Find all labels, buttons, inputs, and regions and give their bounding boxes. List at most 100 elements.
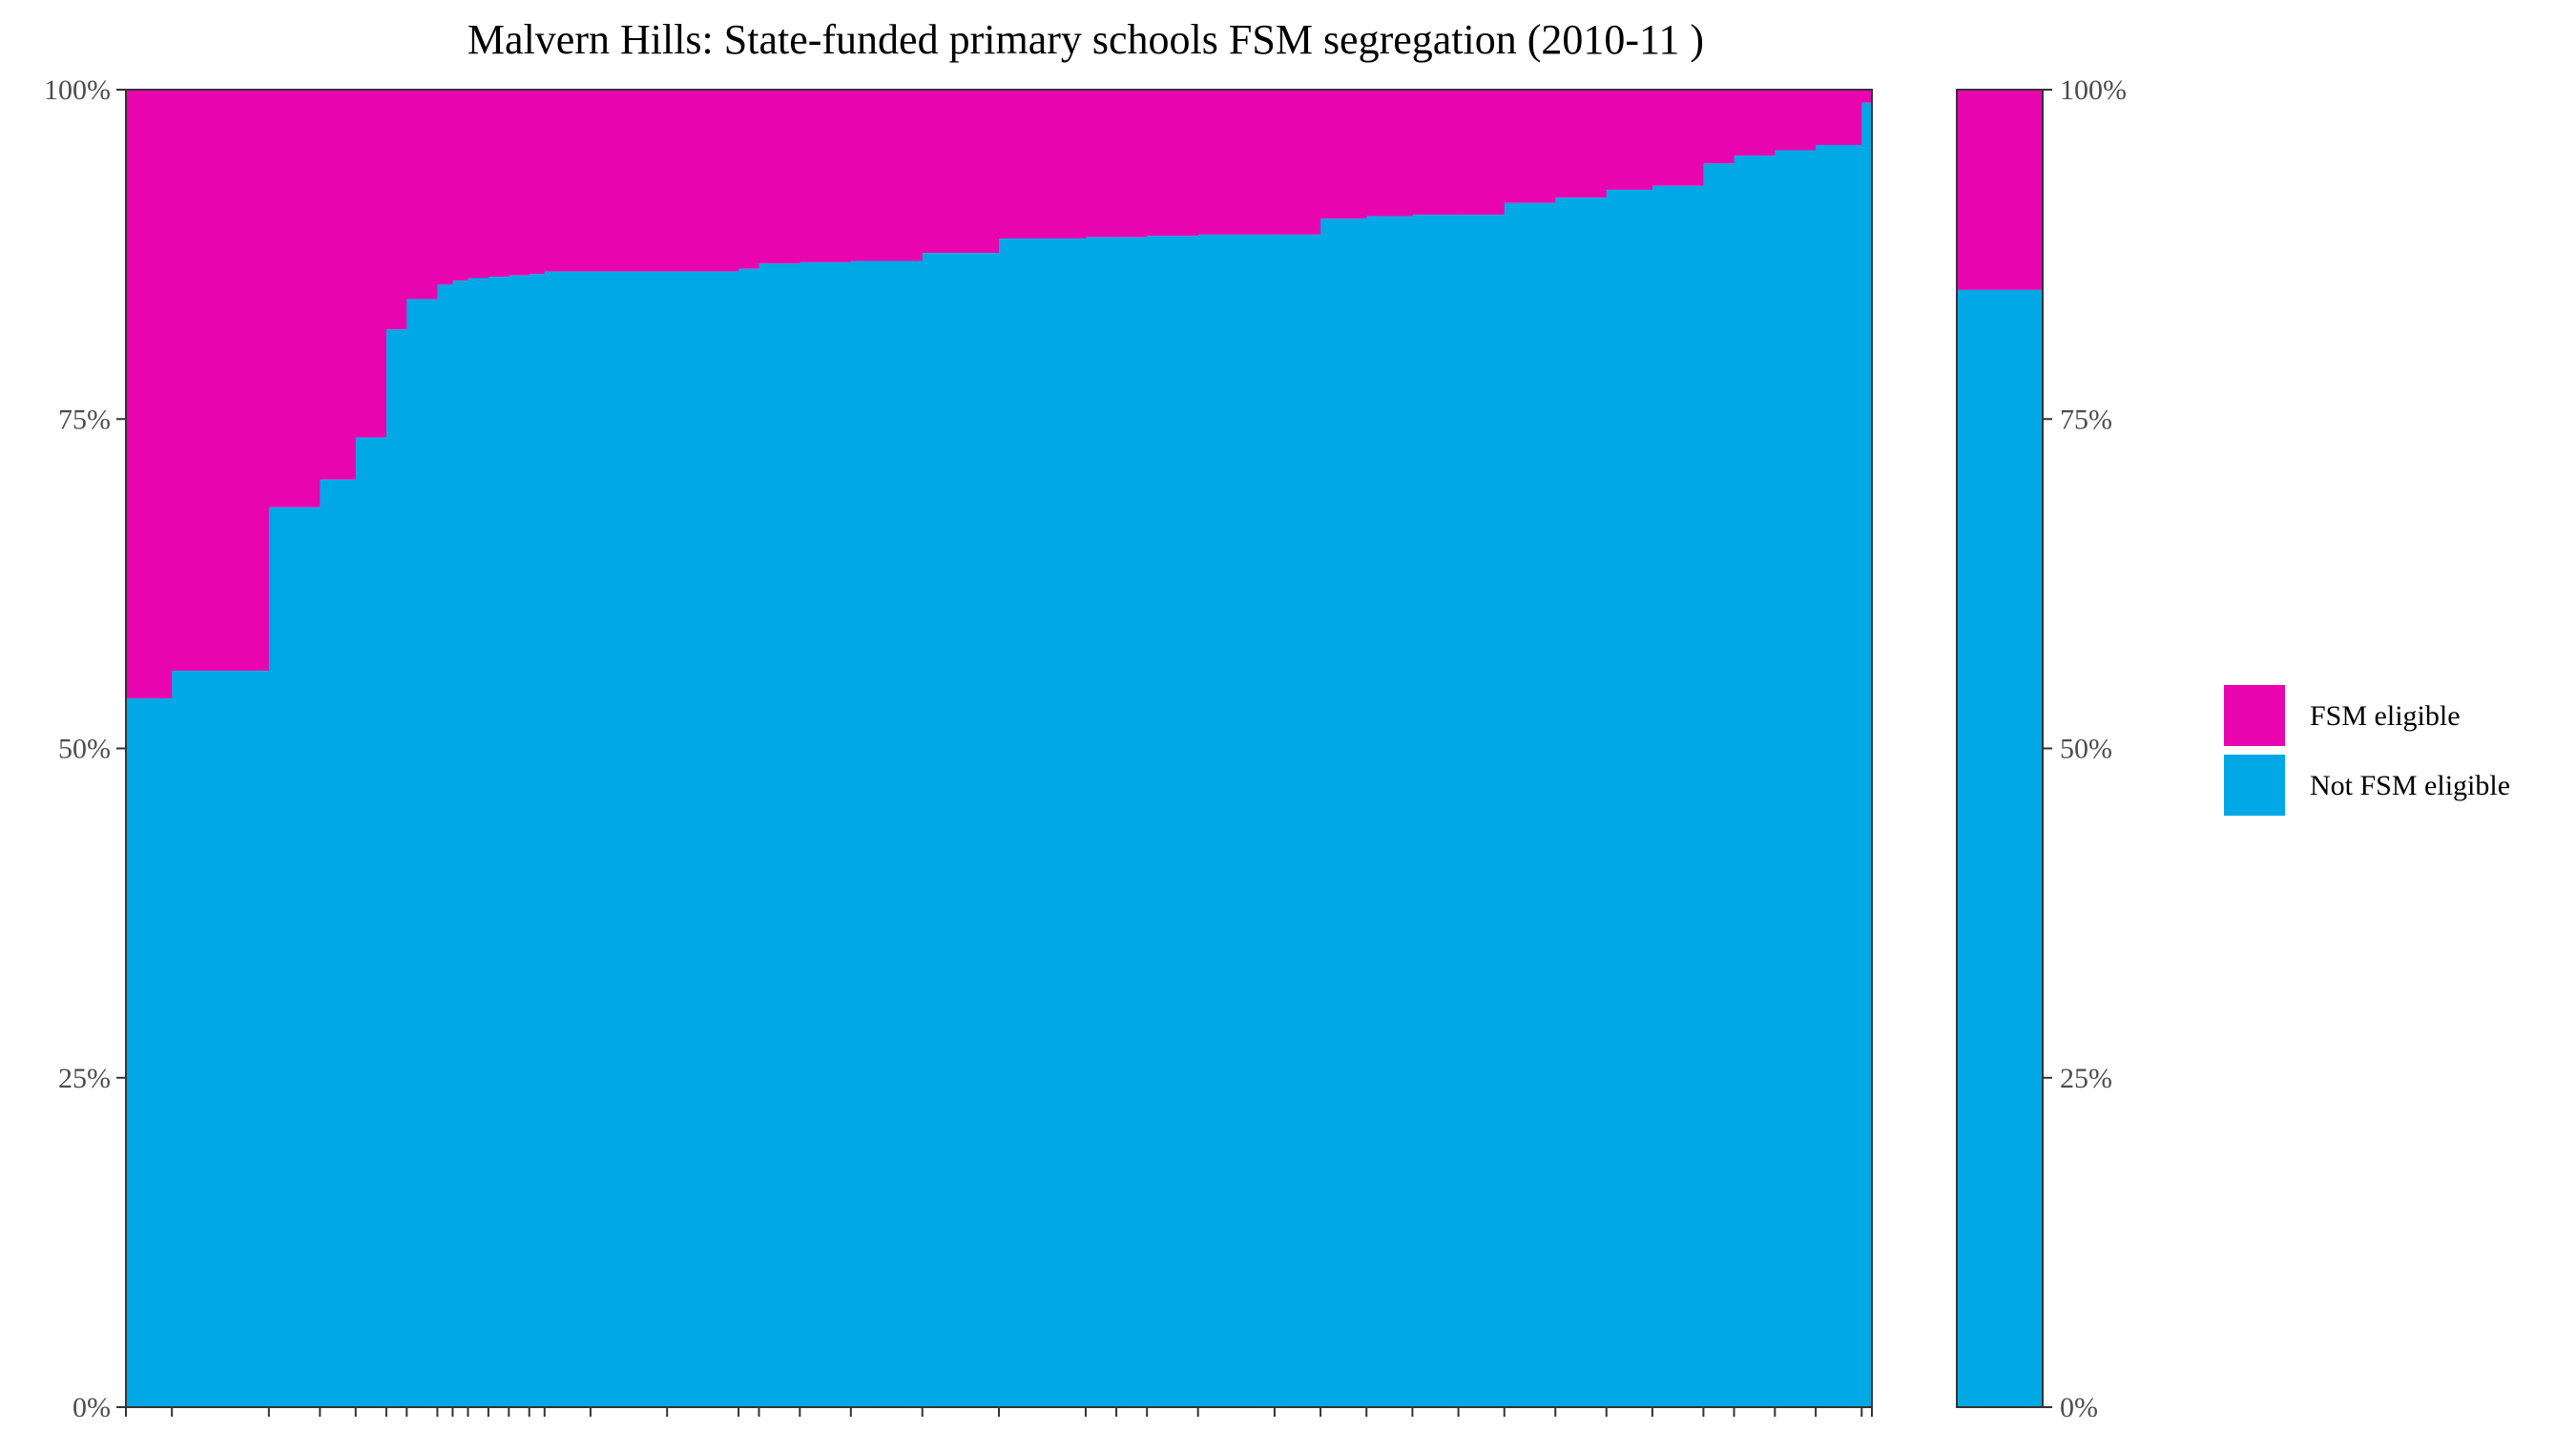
axes: 0% 0% 25% 25% 50% 50% 75% 75% 100% 100% [44,74,2127,1423]
y-tick-label-left: 0% [73,1392,111,1423]
legend-key [2224,685,2285,746]
fsm-eligible-bar [385,90,407,330]
fsm-eligible-bar [1606,90,1653,190]
legend: FSM eligible Not FSM eligible [2224,685,2510,816]
not-fsm-eligible-bar [529,274,546,1408]
overall-fsm-eligible-bar [1957,90,2043,290]
y-tick-label-right: 0% [2060,1392,2098,1423]
fsm-eligible-bar [1703,90,1735,164]
fsm-eligible-bar [1412,90,1460,216]
not-fsm-eligible-bar [1816,145,1862,1408]
fsm-eligible-bar [922,90,1000,254]
y-tick-label-right: 25% [2060,1063,2112,1094]
fsm-eligible-bar [355,90,387,438]
not-fsm-eligible-bar [850,260,924,1407]
fsm-eligible-bar [850,90,924,261]
not-fsm-eligible-bar [544,271,592,1407]
fsm-eligible-bar [1652,90,1705,186]
fsm-eligible-bar [1197,90,1276,235]
fsm-eligible-bar [452,90,469,281]
not-fsm-eligible-bar [355,437,387,1408]
not-fsm-eligible-bar [1197,234,1276,1407]
not-fsm-eligible-bar [467,278,489,1407]
not-fsm-eligible-bar [1412,215,1460,1407]
y-tick-label-left: 25% [58,1063,111,1094]
school-bars [126,90,1873,1408]
not-fsm-eligible-bar [922,253,1000,1407]
not-fsm-eligible-bar [590,271,668,1407]
not-fsm-eligible-bar [1861,102,1873,1407]
fsm-eligible-bar [529,90,546,275]
not-fsm-eligible-bar [1555,197,1608,1408]
fsm-eligible-bar [126,90,173,699]
not-fsm-eligible-bar [437,284,454,1408]
not-fsm-eligible-bar [452,280,469,1407]
fsm-eligible-bar [1861,90,1873,103]
fsm-eligible-bar [1320,90,1367,219]
not-fsm-eligible-bar [1652,185,1705,1408]
not-fsm-eligible-bar [1703,163,1735,1408]
y-tick-label-right: 100% [2060,74,2127,106]
fsm-eligible-bar [667,90,739,272]
legend-key [2224,755,2285,816]
not-fsm-eligible-bar [172,671,270,1407]
not-fsm-eligible-bar [1147,236,1199,1407]
not-fsm-eligible-bar [1320,218,1367,1407]
overall-not-fsm-eligible-bar [1957,289,2043,1407]
overall-bar [1957,90,2043,1407]
not-fsm-eligible-bar [1458,215,1506,1407]
fsm-eligible-bar [1366,90,1414,217]
not-fsm-eligible-bar [1274,234,1321,1407]
y-tick-label-left: 75% [58,404,111,435]
not-fsm-eligible-bar [1085,237,1117,1407]
not-fsm-eligible-bar [1116,237,1148,1407]
fsm-eligible-bar [1147,90,1199,237]
fsm-eligible-bar [172,90,270,672]
y-tick-label-right: 75% [2060,404,2112,435]
not-fsm-eligible-bar [488,277,509,1407]
y-tick-label-right: 50% [2060,734,2112,765]
not-fsm-eligible-bar [126,698,173,1407]
not-fsm-eligible-bar [320,479,357,1407]
fsm-eligible-bar [1458,90,1506,216]
not-fsm-eligible-bar [1734,156,1776,1407]
not-fsm-eligible-bar [1606,189,1653,1407]
not-fsm-eligible-bar [738,268,760,1407]
fsm-eligible-bar [406,90,439,300]
y-tick-label-left: 100% [44,74,111,106]
not-fsm-eligible-bar [800,261,852,1407]
not-fsm-eligible-bar [385,329,407,1407]
fsm-eligible-bar [544,90,592,272]
fsm-eligible-bar [467,90,489,279]
chart-title: Malvern Hills: State-funded primary scho… [467,16,1704,63]
legend-label: Not FSM eligible [2310,770,2510,801]
fsm-eligible-bar [1504,90,1556,203]
fsm-eligible-bar [800,90,852,262]
not-fsm-eligible-bar [758,263,800,1407]
fsm-eligible-bar [1775,90,1817,151]
fsm-eligible-bar [1085,90,1117,238]
not-fsm-eligible-bar [509,275,530,1408]
fsm-eligible-bar [590,90,668,272]
fsm-eligible-bar [758,90,800,264]
not-fsm-eligible-bar [999,238,1087,1408]
legend-label: FSM eligible [2310,700,2461,732]
fsm-eligible-bar [999,90,1087,239]
fsm-eligible-bar [1555,90,1608,198]
fsm-eligible-bar [437,90,454,285]
fsm-eligible-bar [1734,90,1776,156]
not-fsm-eligible-bar [1504,202,1556,1408]
not-fsm-eligible-bar [1366,216,1414,1407]
not-fsm-eligible-bar [1775,150,1817,1407]
not-fsm-eligible-bar [268,507,321,1407]
fsm-eligible-bar [509,90,530,276]
fsm-eligible-bar [488,90,509,278]
not-fsm-eligible-bar [667,271,739,1407]
fsm-eligible-bar [268,90,321,508]
y-tick-label-left: 50% [58,734,111,765]
fsm-eligible-bar [1274,90,1321,235]
not-fsm-eligible-bar [406,299,439,1408]
fsm-eligible-bar [320,90,357,480]
fsm-eligible-bar [738,90,760,269]
